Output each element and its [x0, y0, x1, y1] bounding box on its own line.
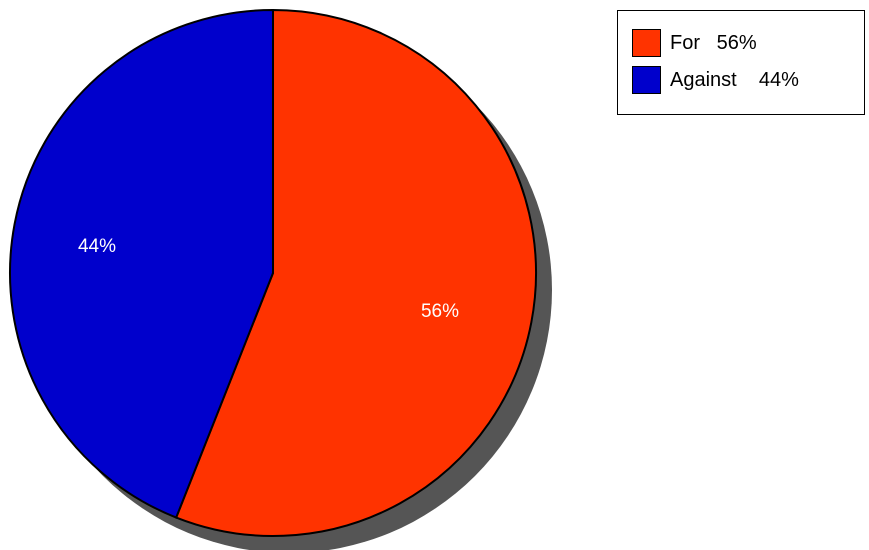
- slice-label-against: 44%: [78, 236, 116, 257]
- legend-item-against: Against 44%: [632, 66, 799, 94]
- legend-label-for: For 56%: [670, 31, 757, 54]
- legend-swatch-for: [632, 29, 661, 57]
- pie-slice-for: [174, 8, 537, 537]
- legend: For 56% Against 44%: [617, 10, 865, 115]
- legend-item-for: For 56%: [632, 29, 757, 57]
- slice-label-for: 56%: [421, 301, 459, 322]
- pie-slice-against: [9, 8, 274, 519]
- legend-label-against: Against 44%: [670, 68, 799, 91]
- legend-swatch-against: [632, 66, 661, 94]
